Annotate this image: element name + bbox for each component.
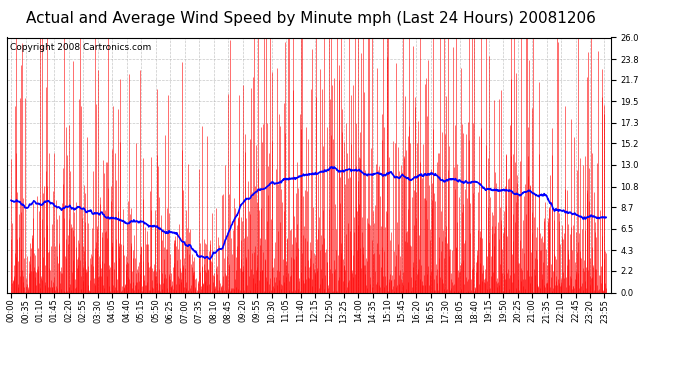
Text: Copyright 2008 Cartronics.com: Copyright 2008 Cartronics.com xyxy=(10,43,151,52)
Text: Actual and Average Wind Speed by Minute mph (Last 24 Hours) 20081206: Actual and Average Wind Speed by Minute … xyxy=(26,11,595,26)
